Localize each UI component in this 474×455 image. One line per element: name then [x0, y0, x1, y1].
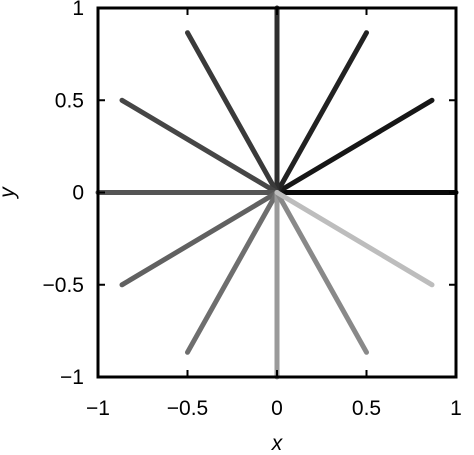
y-tick-label: −1	[60, 366, 84, 389]
tick-layer: −1 −0.5 0 0.5 1 −1 −0.5 0 0.5 1	[43, 0, 462, 420]
x-tick-label: 1	[450, 397, 462, 420]
series-line-6	[119, 97, 280, 195]
series-line-8	[119, 190, 280, 288]
x-tick-label: −0.5	[167, 397, 208, 420]
series-layer	[95, 5, 459, 380]
x-tick-label: −1	[86, 397, 110, 420]
x-tick-label: 0.5	[352, 397, 381, 420]
y-tick-label: 1	[72, 0, 84, 20]
x-tick-label: 0	[271, 397, 283, 420]
series-line-11	[274, 190, 369, 355]
series-line-2	[274, 97, 435, 195]
series-line-12	[274, 190, 435, 288]
series-line-9	[185, 190, 280, 355]
series-line-5	[185, 30, 280, 195]
y-tick-label: 0	[72, 182, 84, 205]
y-tick-label: 0.5	[55, 89, 84, 112]
series-line-3	[274, 30, 369, 195]
x-axis-label: x	[271, 432, 284, 455]
y-axis-label: y	[0, 186, 19, 200]
y-tick-label: −0.5	[43, 274, 84, 297]
